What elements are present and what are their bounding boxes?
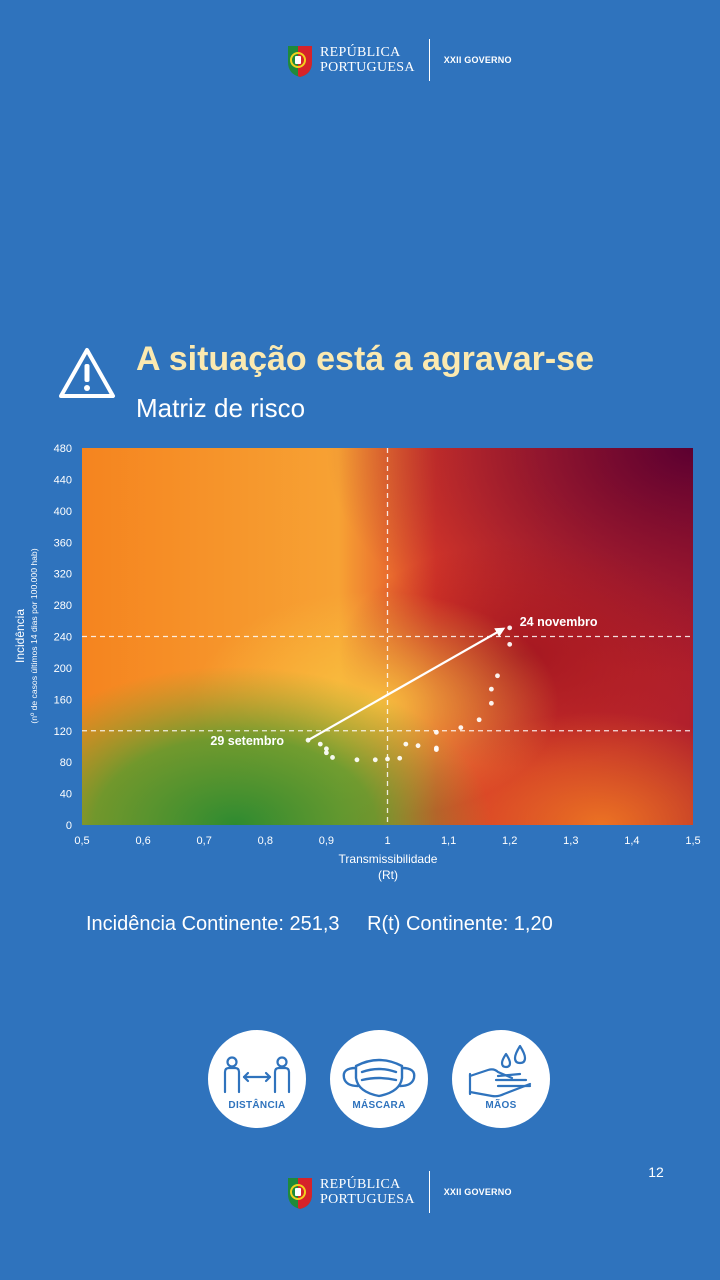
footer-brand: REPÚBLICA PORTUGUESA XXII GOVERNO [286,1170,512,1214]
y-tick-label: 480 [54,443,72,455]
data-point [507,641,513,647]
brand-divider [428,39,430,81]
hands-icon [468,1044,532,1098]
data-point [433,729,439,735]
x-tick-label: 1,4 [624,835,639,847]
x-axis-label: Transmissibilidade [339,852,438,866]
government-label: XXII GOVERNO [443,55,512,65]
data-point [433,745,439,751]
data-point [324,750,329,756]
data-point [488,700,494,706]
risk-matrix-chart: 0 40 80 120 160 200 240 280 320 360 400 440 480 0,5 0… [13,443,701,882]
x-tick-label: 1 [384,835,390,847]
x-tick-label: 1,1 [441,835,456,847]
hands-badge: MÃOS [452,1030,550,1128]
annotation-start-date: 29 setembro [210,734,284,748]
brand-name-line2: PORTUGUESA [320,60,415,75]
distance-badge: DISTÂNCIA [208,1030,306,1128]
y-tick-label: 40 [60,789,72,801]
brand-name-line1: REPÚBLICA [320,1177,401,1192]
x-tick-label: 0,9 [319,835,334,847]
brand-divider [428,1171,430,1213]
data-point [372,757,378,763]
data-point [458,725,464,731]
mask-badge: MÁSCARA [330,1030,428,1128]
brand-name-line1: REPÚBLICA [320,45,401,60]
x-tick-label: 0,5 [74,835,89,847]
x-tick-label: 1,3 [563,835,578,847]
annotation-end-date: 24 novembro [520,615,598,629]
data-point [403,741,409,747]
portugal-seal-icon [288,46,312,77]
distance-icon [223,1056,291,1094]
data-point [507,625,513,631]
data-point [324,746,329,752]
data-point [385,756,390,762]
y-tick-label: 80 [60,757,72,769]
hands-label: MÃOS [485,1100,517,1111]
mask-icon [342,1058,416,1098]
warning-icon [59,348,115,398]
distance-label: DISTÂNCIA [228,1100,286,1111]
data-point [495,673,500,679]
y-tick-label: 440 [54,474,72,486]
data-point [415,743,421,749]
x-tick-label: 1,5 [685,835,700,847]
data-point [330,755,335,760]
y-axis-label-unit: (nº de casos últimos 14 dias por 100.000… [29,548,39,723]
y-tick-label: 280 [54,600,72,612]
x-axis-label-unit: (Rt) [378,868,398,882]
y-tick-label: 240 [54,632,72,644]
rt-value: R(t) Continente: 1,20 [367,913,553,935]
government-label: XXII GOVERNO [443,1187,512,1197]
data-point [488,686,494,692]
page-title: A situação está a agravar-se [136,340,594,378]
portugal-seal-icon [288,1178,312,1209]
continent-summary: Incidência Continente: 251,3 R(t) Contin… [86,913,553,936]
x-tick-label: 0,7 [197,835,212,847]
y-tick-label: 400 [54,506,72,518]
page-subtitle: Matriz de risco [136,393,306,423]
y-axis-label: Incidência [13,609,27,663]
x-tick-label: 0,8 [258,835,273,847]
data-point [397,755,403,761]
x-tick-label: 0,6 [135,835,150,847]
data-point [354,757,360,763]
y-tick-label: 0 [66,820,72,832]
y-tick-label: 200 [54,663,72,675]
incidence-value: Incidência Continente: 251,3 [86,913,340,935]
data-point [317,741,323,747]
brand-name-line2: PORTUGUESA [320,1192,415,1207]
y-tick-label: 160 [54,694,72,706]
page-number: 12 [648,1164,664,1180]
y-tick-label: 360 [54,537,72,549]
mask-label: MÁSCARA [352,1100,406,1111]
data-point [305,737,311,743]
data-point [476,717,482,723]
y-tick-label: 320 [54,569,72,581]
y-tick-label: 120 [54,726,72,738]
trend-arrow [307,627,506,742]
header-brand: REPÚBLICA PORTUGUESA XXII GOVERNO [286,38,512,82]
x-tick-label: 1,2 [502,835,517,847]
